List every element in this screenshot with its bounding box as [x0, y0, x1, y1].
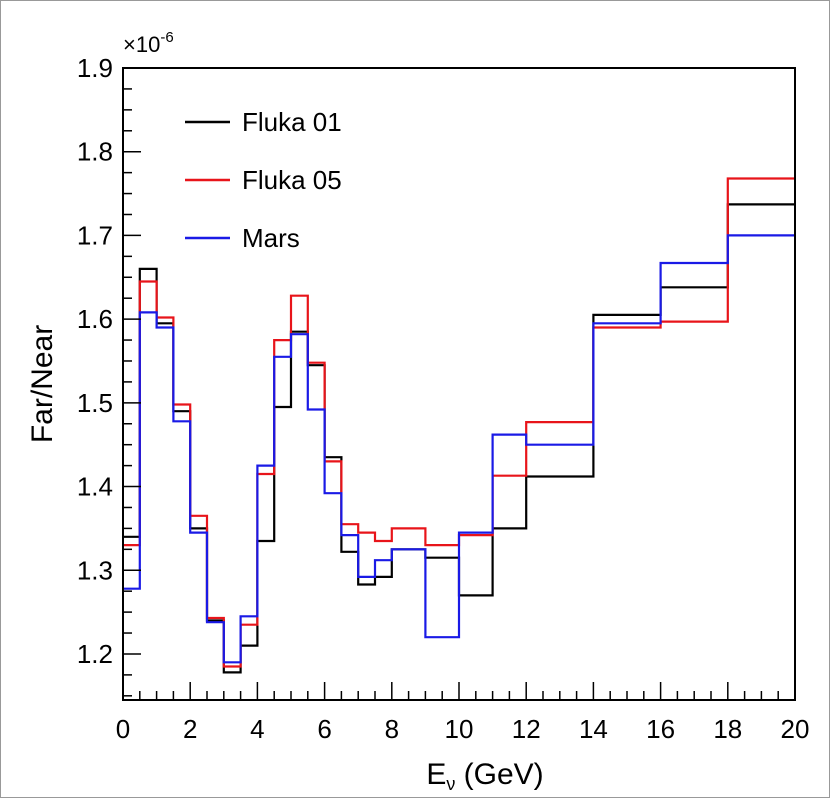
y-scale-exponent: ×10-6: [123, 29, 174, 57]
y-axis-title: Far/Near: [26, 325, 59, 443]
legend-label: Fluka 05: [242, 165, 342, 195]
x-tick-label: 18: [713, 714, 742, 744]
x-axis-title: Eν (GeV): [426, 758, 543, 794]
x-tick-label: 0: [116, 714, 130, 744]
x-tick-label: 2: [183, 714, 197, 744]
x-tick-label: 4: [250, 714, 264, 744]
y-tick-label: 1.2: [77, 639, 113, 669]
x-tick-label: 20: [781, 714, 810, 744]
x-tick-label: 12: [512, 714, 541, 744]
legend-label: Fluka 01: [242, 107, 342, 137]
legend: Fluka 01 Fluka 05 Mars: [185, 107, 342, 253]
y-tick-label: 1.6: [77, 304, 113, 334]
y-tick-label: 1.4: [77, 472, 113, 502]
x-tick-label: 16: [646, 714, 675, 744]
x-axis: 0 2 4 6 8 10 12 14 16 18 20: [116, 682, 810, 744]
y-axis: 1.2 1.3 1.4 1.5 1.6 1.7 1.8 1.9: [77, 53, 141, 697]
x-tick-label: 6: [317, 714, 331, 744]
y-tick-label: 1.5: [77, 388, 113, 418]
x-tick-label: 10: [445, 714, 474, 744]
y-tick-label: 1.9: [77, 53, 113, 83]
series-mars: [123, 234, 795, 664]
legend-label: Mars: [242, 223, 300, 253]
x-tick-label: 14: [579, 714, 608, 744]
y-tick-label: 1.8: [77, 137, 113, 167]
x-tick-label: 8: [385, 714, 399, 744]
y-tick-label: 1.3: [77, 555, 113, 585]
series-layer: [123, 177, 795, 674]
y-tick-label: 1.7: [77, 220, 113, 250]
